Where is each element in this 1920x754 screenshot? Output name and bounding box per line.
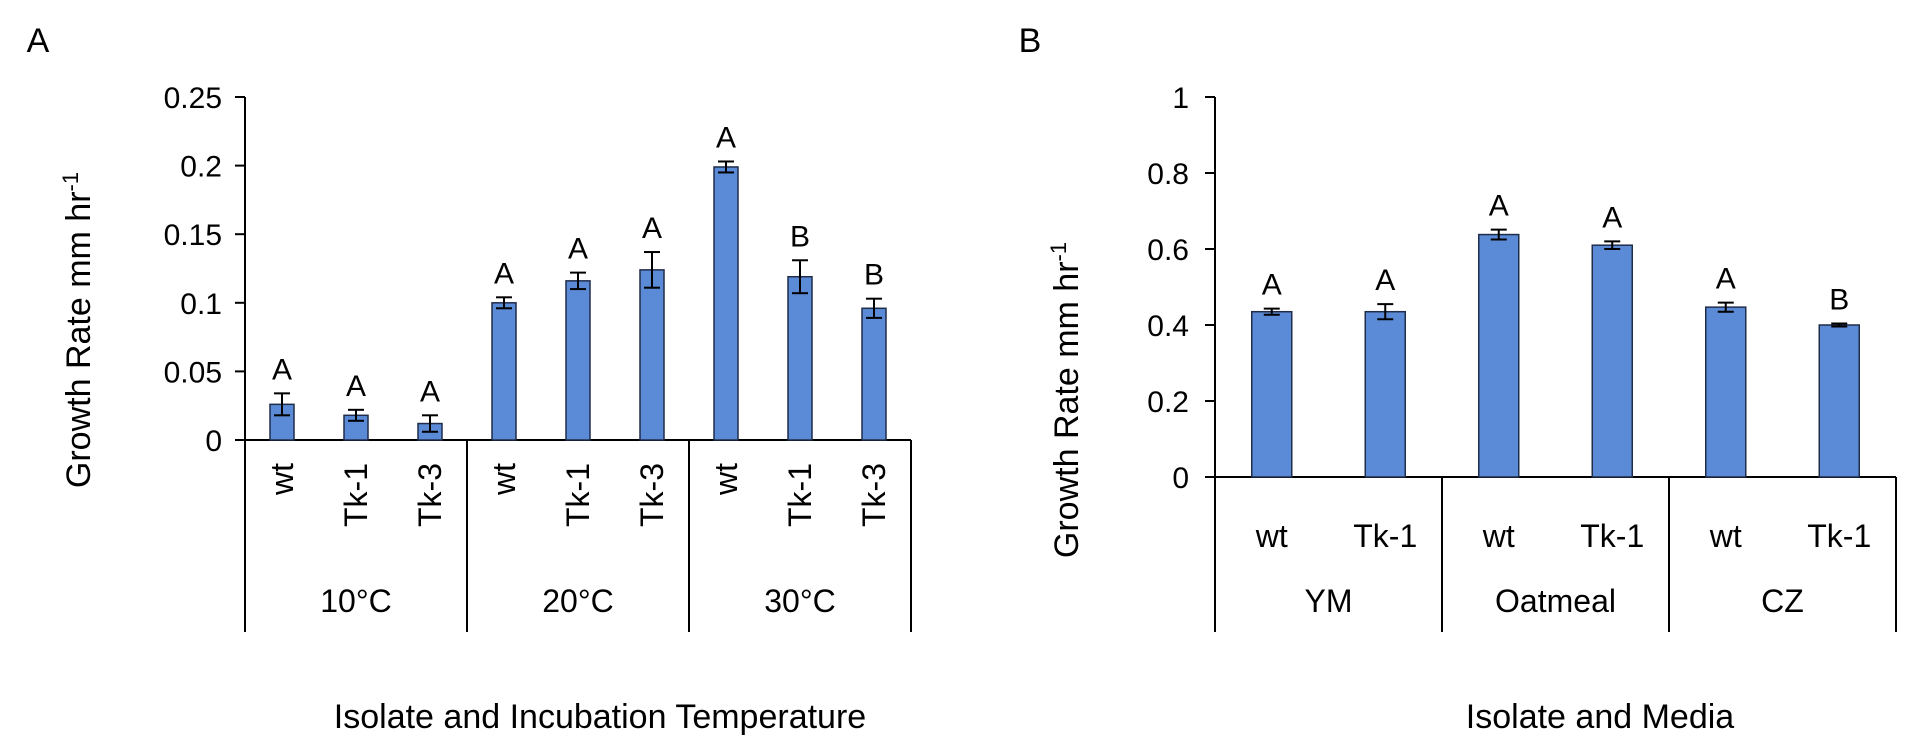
y-tick-label: 0.2 [1147,386,1189,419]
bar [1251,310,1293,478]
group-label: 30°C [764,583,836,619]
bar [639,269,665,441]
category-label: wt [264,463,300,496]
bar [787,275,813,441]
panel-label: A [27,22,50,60]
group-label: 10°C [320,583,392,619]
significance-letter: A [1602,201,1622,234]
significance-letter: A [1716,263,1736,296]
x-axis-title: Isolate and Incubation Temperature [334,698,866,736]
category-label: Tk-3 [412,463,448,527]
y-tick-label: 0.8 [1147,158,1189,191]
y-tick-label: 1 [1172,82,1189,115]
category-label: Tk-3 [856,463,892,527]
category-label: Tk-1 [782,463,818,527]
group-label: CZ [1761,583,1804,619]
bar [1364,310,1406,478]
y-axis-title-main: Growth Rate mm hr [60,191,98,488]
bar [1818,324,1860,478]
x-axis-title: Isolate and Media [1466,698,1734,736]
significance-letter: A [272,353,292,386]
significance-letter: B [790,220,810,253]
bar [565,280,591,441]
y-tick-label: 0.4 [1147,310,1189,343]
bar [491,302,517,441]
category-label: Tk-3 [634,463,670,527]
group-label: YM [1305,583,1353,619]
significance-letter: A [420,375,440,408]
bar [713,166,739,441]
category-label: Tk-1 [1807,518,1871,554]
y-tick-label: 0.05 [164,356,222,389]
y-axis-title: Growth Rate mm hr-1 [58,172,99,488]
panel-label: B [1019,22,1042,60]
category-label: wt [486,463,522,496]
group-label: Oatmeal [1495,583,1616,619]
y-tick-label: 0 [205,425,222,458]
significance-letter: A [1375,264,1395,297]
category-label: Tk-1 [560,463,596,527]
y-axis-title-main: Growth Rate mm hr [1048,261,1086,558]
significance-letter: B [864,259,884,292]
category-label: wt [1709,518,1742,554]
significance-letter: A [568,233,588,266]
y-tick-label: 0.6 [1147,234,1189,267]
significance-letter: A [1489,190,1509,223]
y-axis-title-superscript: -1 [1046,242,1071,262]
y-tick-label: 0.15 [164,219,222,252]
category-label: wt [1482,518,1515,554]
category-label: wt [1255,518,1288,554]
y-tick-label: 0 [1172,462,1189,495]
y-axis-title-superscript: -1 [58,172,83,192]
y-axis-title: Growth Rate mm hr-1 [1046,242,1087,558]
significance-letter: B [1829,283,1849,316]
significance-letter: A [346,370,366,403]
significance-letter: A [716,121,736,154]
y-tick-label: 0.1 [180,288,222,321]
category-label: Tk-1 [1580,518,1644,554]
significance-letter: A [642,212,662,245]
category-label: Tk-1 [338,463,374,527]
significance-letter: A [1262,269,1282,302]
significance-letter: A [494,257,514,290]
bar [1478,233,1520,478]
group-label: 20°C [542,583,614,619]
bar [1705,306,1747,478]
category-label: wt [708,463,744,496]
bar [861,307,887,441]
bar [1591,244,1633,478]
y-tick-label: 0.25 [164,82,222,115]
category-label: Tk-1 [1353,518,1417,554]
y-tick-label: 0.2 [180,151,222,184]
